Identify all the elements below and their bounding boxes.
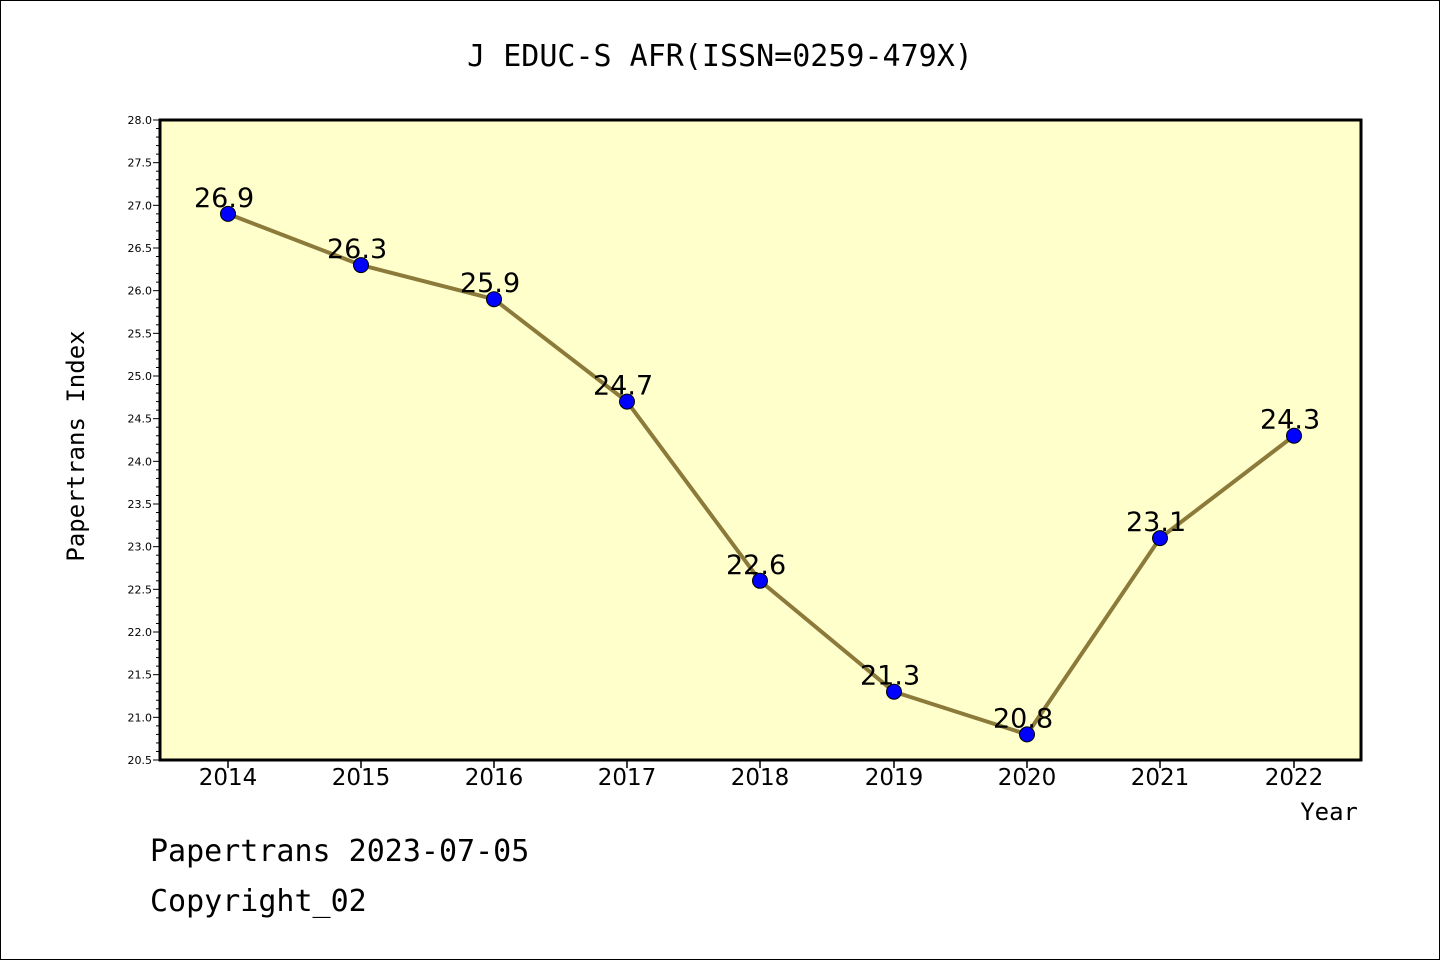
footer-copyright: Copyright_02 — [150, 884, 367, 919]
y-tick-label: 27.0 — [128, 199, 153, 212]
y-tick-label: 22.5 — [128, 583, 153, 596]
chart-title: J EDUC-S AFR(ISSN=0259-479X) — [467, 39, 973, 74]
y-tick-label: 25.0 — [128, 370, 153, 383]
x-tick-label: 2022 — [1265, 765, 1324, 791]
data-label: 24.3 — [1260, 405, 1320, 436]
x-axis: 2014 2015 2016 2017 2018 2019 2020 2021 2022 — [199, 760, 1324, 791]
x-tick-label: 2016 — [465, 765, 524, 791]
y-tick-label: 22.0 — [128, 626, 153, 639]
data-point — [486, 291, 502, 308]
y-tick-label: 27.5 — [128, 157, 153, 170]
data-label: 22.6 — [726, 550, 786, 581]
x-tick-label: 2020 — [998, 765, 1057, 791]
y-axis-label: Papertrans Index — [62, 330, 90, 561]
y-tick-label: 23.5 — [128, 498, 153, 511]
y-tick-label: 23.0 — [128, 541, 153, 554]
y-tick-label: 24.5 — [128, 413, 153, 426]
plot-area — [158, 118, 1363, 762]
x-tick-label: 2021 — [1131, 765, 1190, 791]
y-tick-label: 24.0 — [128, 455, 153, 468]
data-label: 26.3 — [327, 234, 387, 265]
y-tick-label: 26.0 — [128, 285, 153, 298]
data-point — [1286, 427, 1302, 444]
y-tick-label: 21.5 — [128, 669, 153, 682]
data-label: 25.9 — [460, 268, 520, 299]
data-label: 24.7 — [593, 371, 653, 402]
data-point — [752, 572, 768, 589]
data-label: 21.3 — [860, 661, 920, 692]
x-tick-label: 2017 — [598, 765, 657, 791]
data-point — [353, 257, 369, 274]
y-axis: 20.5 21.0 21.5 22.0 22.5 23.0 23.5 24.0 24.5 25.0… — [128, 114, 160, 767]
footer-date-line: Papertrans 2023-07-05 — [150, 834, 530, 869]
y-tick-label: 28.0 — [128, 114, 153, 127]
y-tick-label: 20.5 — [128, 754, 153, 767]
data-point — [619, 393, 635, 410]
x-tick-label: 2014 — [199, 765, 258, 791]
x-tick-label: 2018 — [731, 765, 790, 791]
y-tick-label: 25.5 — [128, 327, 153, 340]
series: 26.9 26.3 25.9 24.7 22.6 21.3 20.8 23.1 24.3 — [194, 183, 1320, 743]
data-point — [220, 205, 236, 222]
data-point — [886, 683, 902, 700]
data-point — [1019, 726, 1035, 743]
data-label: 20.8 — [993, 703, 1053, 734]
data-label: 26.9 — [194, 183, 254, 214]
x-tick-label: 2015 — [332, 765, 391, 791]
y-tick-label: 21.0 — [128, 711, 153, 724]
data-label: 23.1 — [1126, 507, 1186, 538]
x-tick-label: 2019 — [865, 765, 924, 791]
x-axis-label: Year — [1300, 798, 1358, 826]
data-point — [1152, 530, 1168, 547]
y-tick-label: 26.5 — [128, 242, 153, 255]
